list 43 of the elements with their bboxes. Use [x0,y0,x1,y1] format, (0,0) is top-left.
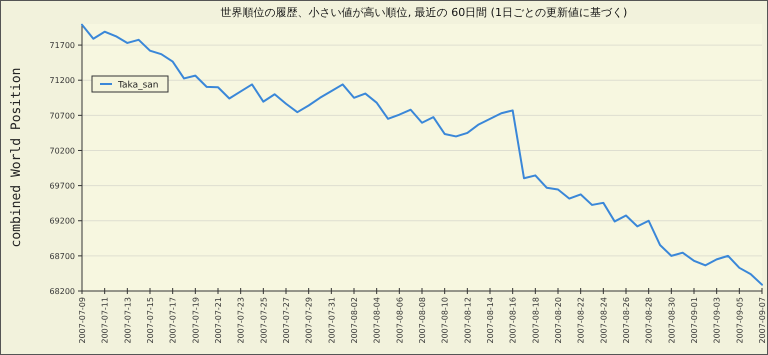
x-tick-label: 2007-08-10 [440,297,450,344]
x-tick-label: 2007-09-03 [712,297,722,344]
y-tick-label: 70700 [50,111,75,120]
y-tick-label: 69200 [50,216,75,226]
x-tick-label: 2007-08-26 [622,297,631,344]
x-tick-label: 2007-07-13 [123,297,132,344]
y-tick-label: 68700 [50,252,75,261]
x-tick-label: 2007-09-07 [758,297,767,344]
x-tick-label: 2007-08-28 [644,297,654,344]
chart-title: 世界順位の履歴、小さい値が高い順位, 最近の 60日間 (1日ごとの更新値に基づく) [220,6,628,19]
x-tick-label: 2007-07-25 [259,297,268,344]
x-tick-label: 2007-07-15 [146,297,155,344]
x-tick-label: 2007-08-08 [418,297,427,344]
x-tick-label: 2007-08-12 [463,297,472,344]
y-tick-label: 71700 [50,41,75,50]
x-tick-label: 2007-08-30 [667,297,676,344]
x-tick-label: 2007-07-09 [78,297,87,344]
x-tick-label: 2007-08-06 [395,297,404,344]
x-tick-label: 2007-08-20 [554,297,563,344]
line-series [81,24,763,286]
y-tick-label: 68200 [50,287,75,296]
x-tick-label: 2007-09-01 [690,297,699,344]
x-tick-label: 2007-08-24 [599,297,608,344]
x-tick-label: 2007-08-02 [350,297,359,344]
x-tick-label: 2007-08-16 [508,297,518,344]
x-tick-label: 2007-07-23 [236,297,246,344]
x-tick-label: 2007-07-21 [214,297,223,344]
x-tick-label: 2007-07-11 [100,297,110,344]
x-tick-label: 2007-07-17 [168,297,178,344]
y-tick-label: 70200 [50,146,75,156]
x-tick-label: 2007-07-29 [304,297,314,344]
x-tick-label: 2007-07-31 [327,297,336,344]
y-axis-title: combined World Position [9,67,24,248]
x-tick-label: 2007-07-19 [191,297,200,344]
x-tick-label: 2007-08-22 [576,297,586,344]
x-tick-label: 2007-07-27 [282,297,291,344]
x-tick-label: 2007-08-04 [372,297,382,344]
x-tick-label: 2007-08-14 [486,297,495,344]
x-tick-label: 2007-08-18 [531,297,540,344]
x-tick-label: 2007-09-05 [735,297,744,344]
y-tick-label: 71200 [50,76,75,86]
legend-label: Taka_san [117,80,158,90]
y-tick-label: 69700 [50,182,75,191]
